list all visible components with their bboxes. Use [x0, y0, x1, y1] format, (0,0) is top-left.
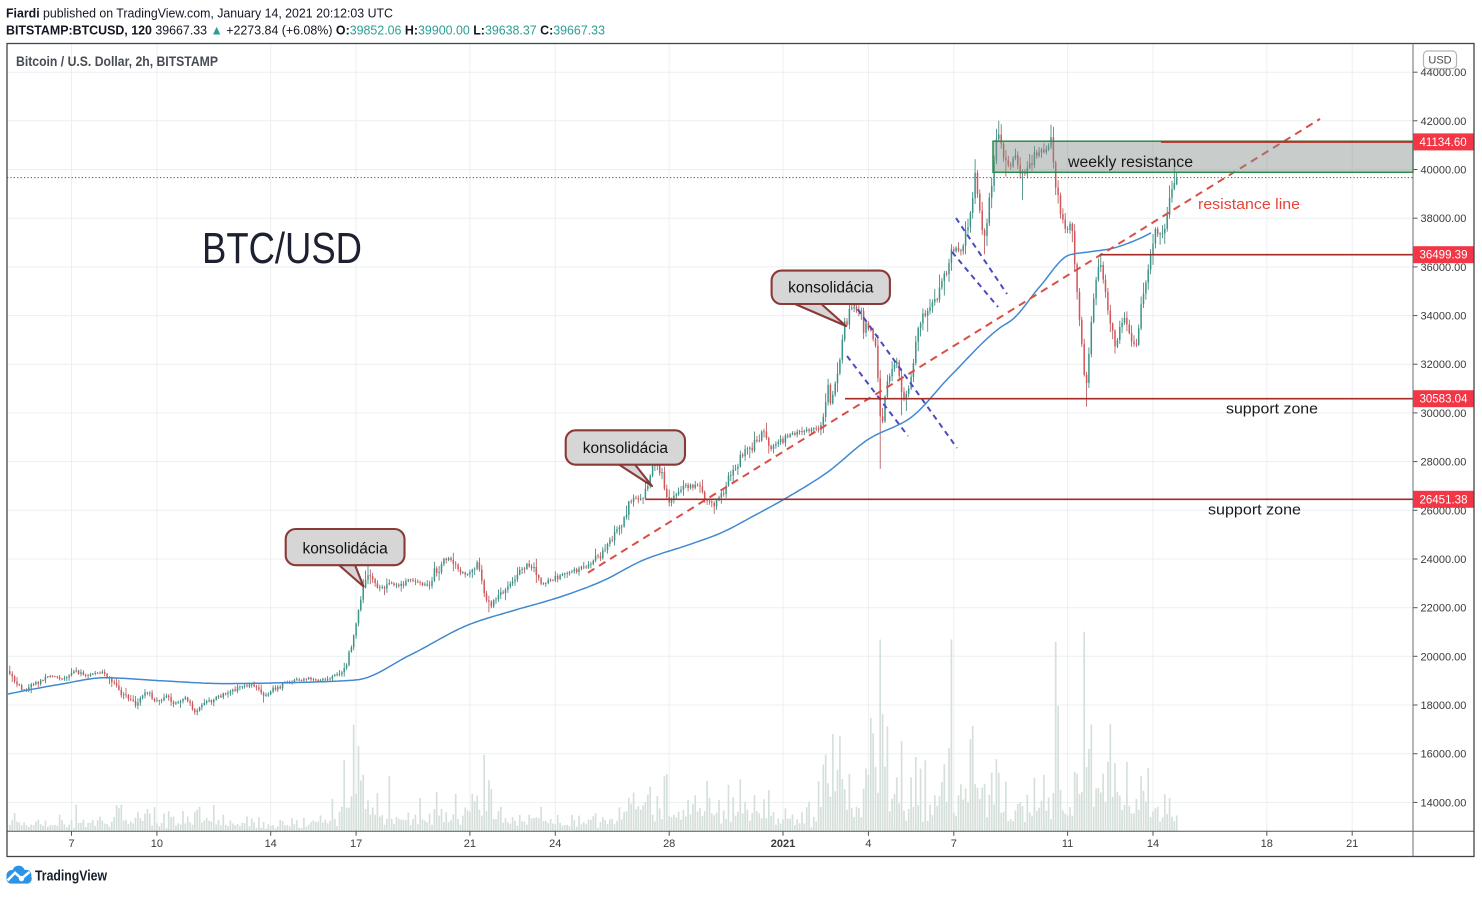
svg-text:support zone: support zone — [1226, 401, 1318, 418]
svg-text:konsolidácia: konsolidácia — [302, 541, 388, 558]
svg-text:7: 7 — [68, 838, 74, 850]
svg-text:konsolidácia: konsolidácia — [583, 440, 669, 457]
svg-text:TradingView: TradingView — [35, 868, 107, 885]
svg-text:BITSTAMP:BTCUSD, 120 39667.33: BITSTAMP:BTCUSD, 120 39667.33 ▲ +2273.84… — [6, 23, 605, 38]
svg-text:30583.04: 30583.04 — [1420, 394, 1469, 406]
svg-text:7: 7 — [951, 838, 957, 850]
svg-text:support zone: support zone — [1208, 502, 1301, 519]
svg-text:26000.00: 26000.00 — [1421, 505, 1467, 517]
svg-text:14000.00: 14000.00 — [1421, 797, 1467, 809]
svg-text:21: 21 — [1346, 838, 1358, 850]
svg-text:40000.00: 40000.00 — [1421, 165, 1467, 177]
svg-text:konsolidácia: konsolidácia — [788, 280, 874, 297]
svg-text:28000.00: 28000.00 — [1421, 457, 1467, 469]
svg-text:weekly resistance: weekly resistance — [1067, 154, 1193, 171]
svg-text:2021: 2021 — [771, 838, 795, 850]
svg-text:11: 11 — [1062, 838, 1073, 850]
svg-text:38000.00: 38000.00 — [1421, 213, 1467, 225]
svg-text:42000.00: 42000.00 — [1421, 116, 1467, 128]
svg-text:36000.00: 36000.00 — [1421, 262, 1467, 274]
svg-text:34000.00: 34000.00 — [1421, 311, 1467, 323]
svg-text:4: 4 — [865, 838, 871, 850]
svg-text:22000.00: 22000.00 — [1421, 603, 1467, 615]
svg-text:17: 17 — [350, 838, 362, 850]
svg-text:26451.38: 26451.38 — [1420, 494, 1468, 506]
svg-text:14: 14 — [1147, 838, 1159, 850]
svg-text:30000.00: 30000.00 — [1421, 408, 1467, 420]
svg-text:44000.00: 44000.00 — [1421, 67, 1467, 79]
svg-text:36499.39: 36499.39 — [1420, 250, 1468, 262]
svg-text:BTC/USD: BTC/USD — [202, 224, 362, 273]
svg-text:41134.60: 41134.60 — [1420, 137, 1467, 149]
svg-text:18000.00: 18000.00 — [1421, 700, 1467, 712]
svg-text:USD: USD — [1428, 55, 1451, 67]
svg-text:24000.00: 24000.00 — [1421, 554, 1467, 566]
svg-text:14: 14 — [265, 838, 277, 850]
svg-text:18: 18 — [1261, 838, 1273, 850]
svg-text:16000.00: 16000.00 — [1421, 749, 1467, 761]
svg-text:Fiardi published on TradingVie: Fiardi published on TradingView.com, Jan… — [6, 6, 393, 21]
svg-text:Bitcoin / U.S. Dollar, 2h, BIT: Bitcoin / U.S. Dollar, 2h, BITSTAMP — [16, 53, 218, 69]
svg-text:10: 10 — [151, 838, 163, 850]
svg-text:21: 21 — [464, 838, 476, 850]
svg-text:24: 24 — [549, 838, 561, 850]
svg-text:32000.00: 32000.00 — [1421, 359, 1467, 371]
svg-text:20000.00: 20000.00 — [1421, 651, 1467, 663]
svg-text:resistance line: resistance line — [1198, 196, 1300, 213]
svg-text:28: 28 — [663, 838, 675, 850]
